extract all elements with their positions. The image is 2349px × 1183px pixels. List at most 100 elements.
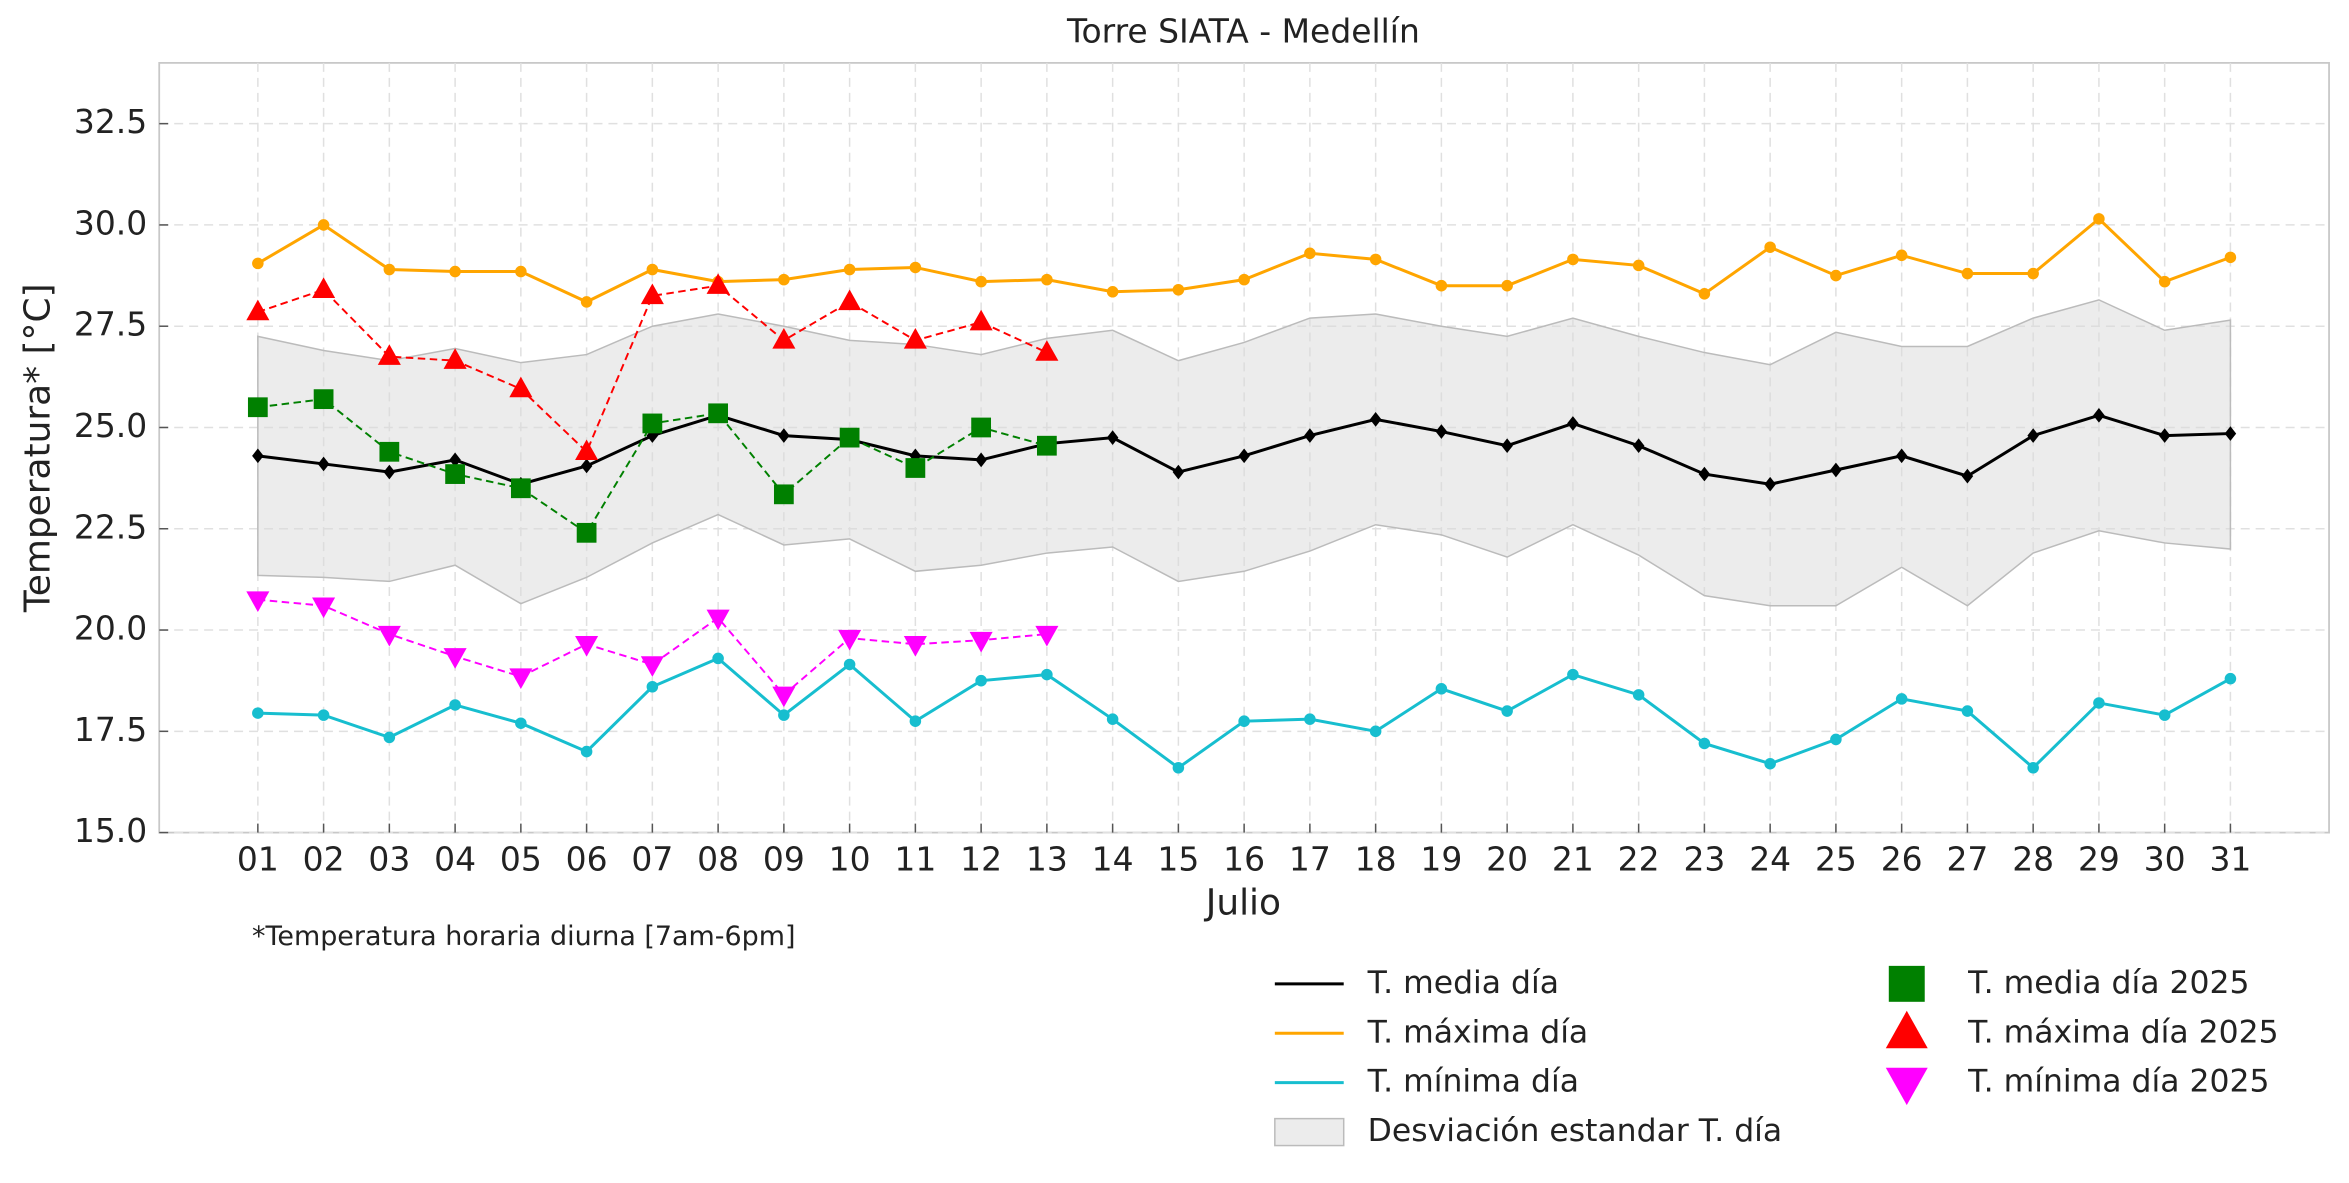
point — [1041, 668, 1053, 681]
point — [1895, 249, 1908, 262]
y-tick-label: 32.5 — [74, 102, 147, 141]
x-tick-label: 19 — [1420, 840, 1462, 879]
point — [969, 309, 993, 331]
point — [509, 668, 533, 689]
x-tick-label: 26 — [1881, 840, 1923, 879]
point — [449, 265, 461, 278]
point — [252, 257, 264, 270]
point — [317, 709, 330, 721]
x-axis-label: Julio — [1204, 882, 1281, 923]
point — [449, 699, 461, 711]
y-tick-label: 15.0 — [74, 811, 147, 850]
point — [1830, 733, 1842, 746]
point — [312, 277, 336, 298]
legend-marker — [1885, 1067, 1928, 1106]
point — [580, 458, 593, 474]
point — [838, 629, 862, 651]
point — [1501, 705, 1513, 717]
point — [905, 458, 926, 478]
x-tick-label: 16 — [1223, 840, 1265, 879]
x-tick-label: 25 — [1815, 840, 1857, 879]
point — [640, 283, 664, 305]
x-tick-label: 31 — [2209, 840, 2251, 879]
point — [2093, 697, 2105, 709]
legend-label: T. máxima día — [1367, 1014, 1589, 1050]
legend-label: T. media día 2025 — [1967, 965, 2249, 1001]
x-tick-label: 01 — [237, 840, 279, 879]
y-axis-label: Temperatura* [°C] — [17, 283, 58, 613]
point — [1567, 668, 1579, 681]
point — [246, 299, 270, 321]
x-tick-label: 30 — [2144, 840, 2186, 879]
y-tick-label: 30.0 — [74, 203, 147, 242]
y-tick-label: 17.5 — [74, 710, 147, 749]
legend-label: T. mínima día 2025 — [1967, 1064, 2269, 1100]
x-tick-label: 04 — [434, 840, 476, 879]
point — [1435, 683, 1448, 695]
point — [1106, 713, 1119, 725]
point — [2027, 762, 2039, 774]
point — [1632, 259, 1645, 272]
point — [975, 275, 987, 288]
point — [1106, 286, 1119, 298]
x-tick-label: 20 — [1486, 840, 1528, 879]
point — [706, 273, 730, 294]
point — [1035, 625, 1059, 647]
point — [909, 261, 922, 274]
point — [1369, 725, 1382, 738]
point — [969, 631, 993, 653]
footnote: *Temperatura horaria diurna [7am-6pm] — [252, 921, 795, 952]
point — [383, 263, 396, 276]
point — [515, 717, 527, 729]
legend-marker — [1888, 965, 1925, 1002]
point — [252, 448, 264, 464]
point — [1238, 448, 1250, 464]
point — [443, 348, 467, 369]
point — [838, 289, 862, 311]
point — [312, 597, 336, 619]
x-tick-label: 24 — [1749, 840, 1791, 879]
point — [1435, 424, 1448, 439]
point — [778, 273, 790, 286]
point — [971, 417, 992, 438]
point — [778, 428, 790, 443]
x-tick-label: 27 — [1946, 840, 1988, 879]
point — [909, 715, 922, 727]
point — [252, 707, 264, 719]
point — [778, 709, 790, 721]
point — [1172, 762, 1185, 774]
point — [708, 403, 728, 424]
point — [2093, 213, 2105, 225]
point — [246, 591, 270, 613]
point — [1567, 416, 1579, 431]
x-tick-label: 07 — [631, 840, 673, 879]
point — [575, 439, 599, 461]
x-tick-label: 28 — [2012, 840, 2054, 879]
point — [443, 648, 467, 669]
point — [317, 456, 330, 472]
point — [313, 389, 334, 410]
point — [1304, 428, 1316, 443]
chart-title: Torre SIATA - Medellín — [1066, 11, 1420, 50]
point — [646, 680, 659, 693]
x-tick-label: 12 — [960, 840, 1002, 879]
point — [1764, 757, 1776, 770]
point — [1041, 273, 1053, 286]
point — [1895, 693, 1908, 705]
point — [1698, 288, 1711, 300]
point — [1764, 241, 1776, 253]
point — [843, 658, 856, 671]
point — [1961, 267, 1974, 280]
point — [2158, 275, 2171, 288]
legend-swatch — [1274, 1117, 1345, 1147]
point — [576, 522, 597, 543]
x-tick-label: 18 — [1355, 840, 1397, 879]
point — [377, 344, 401, 365]
x-tick-label: 17 — [1289, 840, 1331, 879]
point — [1961, 705, 1974, 717]
point — [509, 376, 533, 398]
point — [1567, 253, 1579, 266]
y-tick-label: 25.0 — [74, 406, 147, 445]
